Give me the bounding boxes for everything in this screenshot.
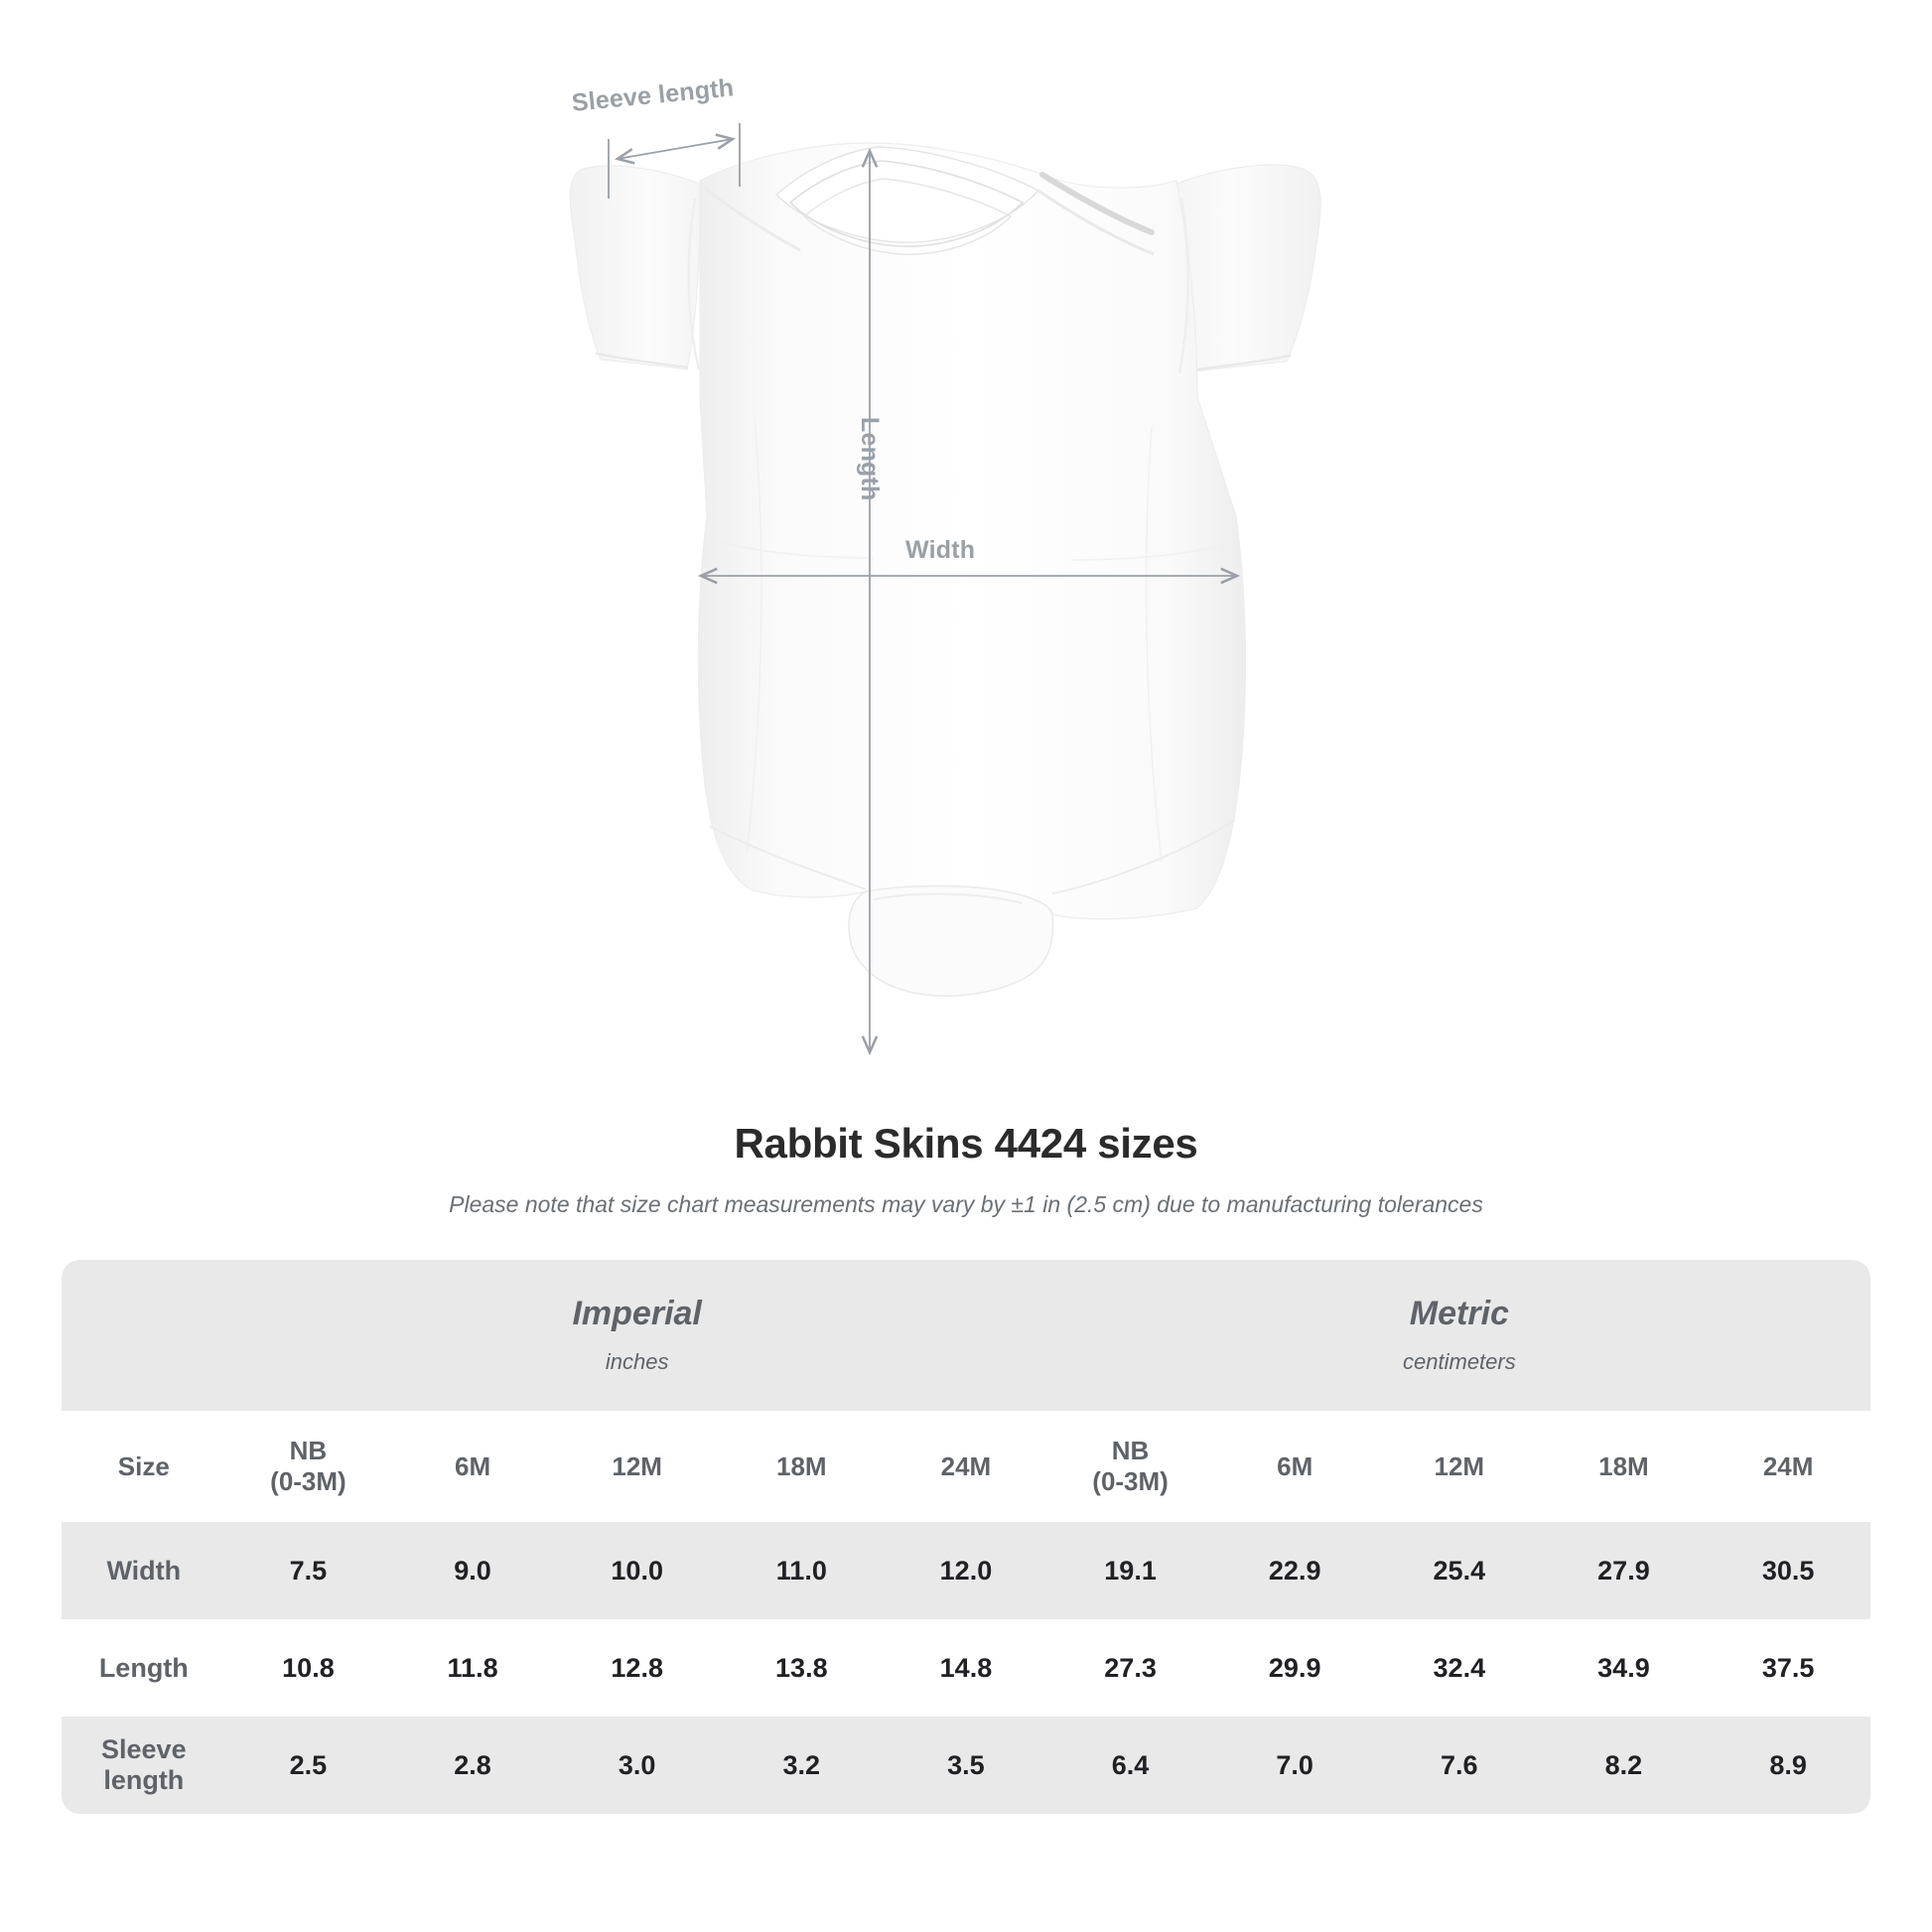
cell-length-3: 13.8 (719, 1619, 885, 1717)
header-col-9: 24M (1706, 1411, 1870, 1522)
table-row: Length 10.8 11.8 12.8 13.8 14.8 27.3 29.… (62, 1619, 1870, 1717)
cell-length-5: 27.3 (1047, 1619, 1213, 1717)
header-size: Size (62, 1411, 226, 1522)
cell-sleeve-9: 8.9 (1706, 1717, 1870, 1814)
cell-length-6: 29.9 (1212, 1619, 1377, 1717)
cell-sleeve-1: 2.8 (390, 1717, 555, 1814)
header-col-6: 6M (1212, 1411, 1377, 1522)
row-label-width: Width (62, 1522, 226, 1619)
bodysuit-diagram (569, 123, 1321, 1056)
header-col-2: 12M (554, 1411, 720, 1522)
header-col-5: NB (0-3M) (1047, 1411, 1213, 1522)
width-label: Width (905, 536, 976, 564)
cell-width-1: 9.0 (390, 1522, 555, 1619)
cell-length-0: 10.8 (225, 1619, 391, 1717)
header-col-0-sub: (0-3M) (270, 1466, 346, 1496)
cell-width-9: 30.5 (1706, 1522, 1870, 1619)
sleeve-arrow (614, 133, 737, 165)
unit-group-imperial-name: Imperial (572, 1295, 702, 1333)
unit-group-imperial-sub: inches (605, 1348, 669, 1374)
cell-sleeve-2: 3.0 (554, 1717, 720, 1814)
table-row: Sleeve length 2.5 2.8 3.0 3.2 3.5 6.4 7.… (62, 1717, 1870, 1814)
unit-group-metric-name: Metric (1409, 1295, 1509, 1333)
cell-length-2: 12.8 (554, 1619, 720, 1717)
measurement-lines (608, 123, 1241, 1056)
cell-width-4: 12.0 (884, 1522, 1048, 1619)
cell-width-0: 7.5 (225, 1522, 391, 1619)
unit-group-metric-sub: centimeters (1403, 1348, 1516, 1374)
header-col-7: 12M (1377, 1411, 1542, 1522)
cell-width-7: 25.4 (1377, 1522, 1542, 1619)
title-block: Rabbit Skins 4424 sizes Please note that… (0, 1120, 1932, 1218)
cell-sleeve-0: 2.5 (225, 1717, 391, 1814)
cell-length-7: 32.4 (1377, 1619, 1542, 1717)
row-label-sleeve-length: Sleeve length (62, 1717, 226, 1814)
column-header-row: Size NB (0-3M) 6M 12M 18M 24M NB (0-3M) … (62, 1411, 1870, 1522)
header-col-0: NB (0-3M) (225, 1411, 391, 1522)
unit-banner-spacer (62, 1260, 226, 1411)
cell-sleeve-5: 6.4 (1047, 1717, 1213, 1814)
cell-sleeve-3: 3.2 (719, 1717, 885, 1814)
unit-banner-row: Imperial inches Metric centimeters (62, 1260, 1870, 1411)
cell-width-3: 11.0 (719, 1522, 885, 1619)
row-label-length: Length (62, 1619, 226, 1717)
length-label: Length (856, 417, 884, 501)
table-row: Width 7.5 9.0 10.0 11.0 12.0 19.1 22.9 2… (62, 1522, 1870, 1619)
header-col-8: 18M (1541, 1411, 1707, 1522)
cell-length-9: 37.5 (1706, 1619, 1870, 1717)
header-col-5-label: NB (1111, 1436, 1150, 1466)
header-col-3: 18M (719, 1411, 885, 1522)
header-col-5-sub: (0-3M) (1092, 1466, 1169, 1496)
garment-shape (569, 142, 1321, 997)
cell-length-8: 34.9 (1541, 1619, 1707, 1717)
unit-group-metric: Metric centimeters (1047, 1260, 1870, 1411)
header-col-1: 6M (390, 1411, 555, 1522)
cell-sleeve-7: 7.6 (1377, 1717, 1542, 1814)
header-col-4: 24M (884, 1411, 1048, 1522)
cell-width-5: 19.1 (1047, 1522, 1213, 1619)
cell-sleeve-8: 8.2 (1541, 1717, 1707, 1814)
cell-length-1: 11.8 (390, 1619, 555, 1717)
size-table: Imperial inches Metric centimeters Size … (62, 1260, 1870, 1814)
unit-group-imperial: Imperial inches (225, 1260, 1048, 1411)
tolerance-note: Please note that size chart measurements… (449, 1191, 1483, 1217)
header-col-0-label: NB (289, 1436, 328, 1466)
cell-sleeve-4: 3.5 (884, 1717, 1048, 1814)
garment-illustration: Sleeve length Length Width (569, 73, 1321, 1056)
page-title: Rabbit Skins 4424 sizes (734, 1120, 1198, 1167)
cell-width-2: 10.0 (554, 1522, 720, 1619)
cell-width-6: 22.9 (1212, 1522, 1377, 1619)
cell-length-4: 14.8 (884, 1619, 1048, 1717)
cell-width-8: 27.9 (1541, 1522, 1707, 1619)
size-table-container: Imperial inches Metric centimeters Size … (62, 1260, 1870, 1814)
cell-sleeve-6: 7.0 (1212, 1717, 1377, 1814)
